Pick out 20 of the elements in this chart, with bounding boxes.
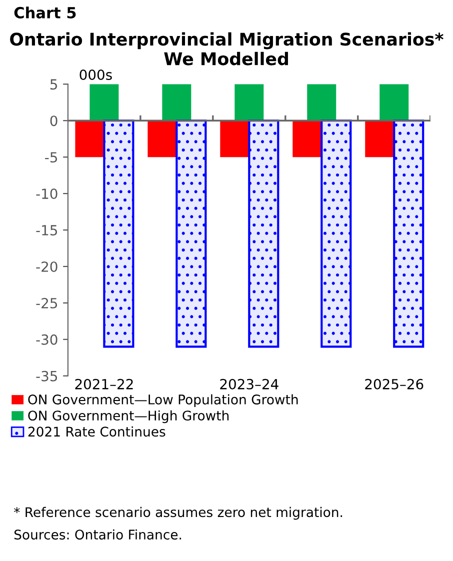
y-tick-label: -30 [36, 334, 58, 345]
x-tick-label: 2025–26 [365, 378, 424, 390]
y-tick-label: -15 [36, 225, 58, 236]
legend-label: ON Government—Low Population Growth [28, 394, 298, 408]
text: * Reference scenario assumes zero net migration. [14, 506, 342, 520]
caption: Chart 5 [14, 6, 76, 18]
y-tick-label: -20 [36, 261, 58, 272]
y-tick-label: -25 [36, 298, 58, 308]
y-tick-label: 0 [50, 116, 58, 126]
y-tick-label: 5 [50, 79, 58, 90]
x-tick-label: 2021–22 [75, 378, 133, 390]
text: 000s [80, 69, 112, 80]
chart-title: Ontario Interprovincial Migration Scenarios* We Modelled [10, 32, 444, 66]
y-tick-label: -35 [36, 370, 58, 382]
y-tick-label: -5 [45, 152, 58, 163]
source-note: Sources: Ontario Finance. [14, 529, 182, 540]
legend-label: ON Government—High Growth [28, 410, 229, 424]
legend-label: 2021 Rate Continues [28, 426, 166, 437]
x-tick-label: 2023–24 [220, 378, 278, 390]
y-tick-label: -10 [36, 188, 58, 200]
